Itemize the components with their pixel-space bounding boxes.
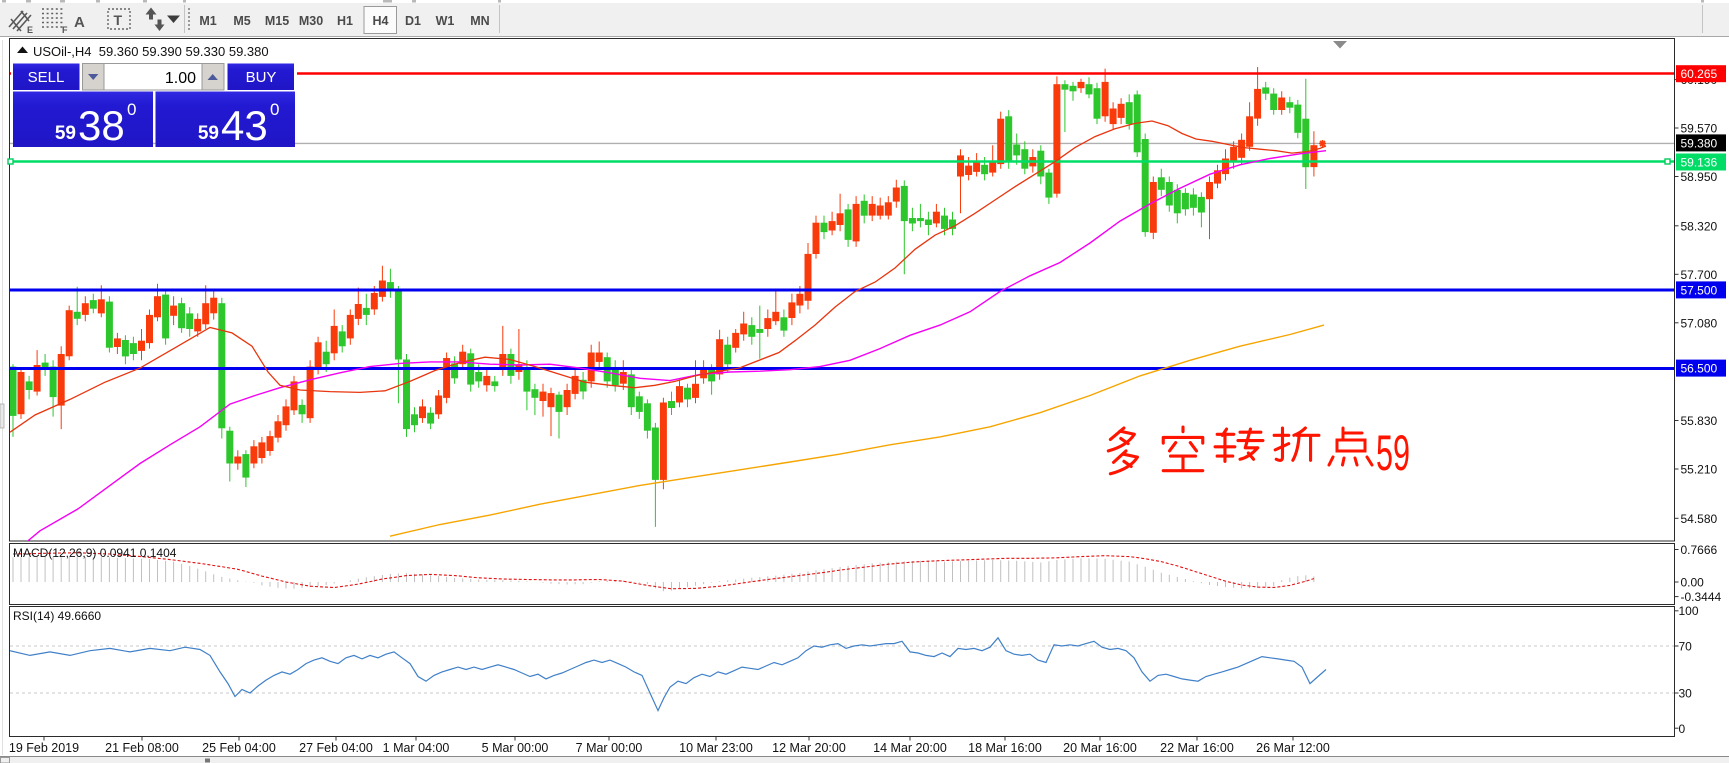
svg-text:A: A	[74, 14, 85, 31]
svg-text:59.570: 59.570	[1681, 122, 1718, 136]
svg-text:57.700: 57.700	[1681, 268, 1718, 282]
svg-text:30: 30	[1679, 687, 1693, 701]
svg-text:H4: H4	[373, 14, 389, 28]
svg-text:0: 0	[1679, 722, 1686, 736]
svg-text:M1: M1	[199, 14, 216, 28]
svg-text:7 Mar 00:00: 7 Mar 00:00	[576, 741, 643, 755]
svg-text:MACD(12,26,9) 0.0941 0.1404: MACD(12,26,9) 0.0941 0.1404	[13, 546, 177, 560]
svg-text:0: 0	[270, 100, 279, 119]
svg-text:59: 59	[198, 123, 219, 144]
svg-text:60.265: 60.265	[1681, 67, 1718, 81]
svg-text:D1: D1	[405, 14, 421, 28]
svg-text:18 Mar 16:00: 18 Mar 16:00	[968, 741, 1042, 755]
svg-text:27 Feb 04:00: 27 Feb 04:00	[299, 741, 373, 755]
svg-text:SELL: SELL	[28, 69, 65, 86]
svg-text:0.7666: 0.7666	[1681, 543, 1718, 557]
svg-text:57.500: 57.500	[1681, 283, 1718, 297]
svg-text:43: 43	[221, 102, 268, 149]
svg-text:H1: H1	[337, 14, 353, 28]
svg-text:70: 70	[1679, 640, 1693, 654]
svg-text:MN: MN	[470, 14, 489, 28]
svg-text:25 Feb 04:00: 25 Feb 04:00	[202, 741, 276, 755]
svg-text:55.830: 55.830	[1681, 414, 1718, 428]
svg-text:10 Mar 23:00: 10 Mar 23:00	[679, 741, 753, 755]
svg-text:BUY: BUY	[246, 69, 277, 86]
svg-text:-0.3444: -0.3444	[1681, 590, 1722, 604]
svg-text:20 Mar 16:00: 20 Mar 16:00	[1063, 741, 1137, 755]
svg-text:59: 59	[55, 123, 76, 144]
svg-text:55.210: 55.210	[1681, 463, 1718, 477]
svg-text:M5: M5	[233, 14, 250, 28]
svg-text:RSI(14) 49.6660: RSI(14) 49.6660	[13, 609, 101, 623]
svg-text:M30: M30	[299, 14, 323, 28]
svg-text:21 Feb 08:00: 21 Feb 08:00	[105, 741, 179, 755]
svg-text:26 Mar 12:00: 26 Mar 12:00	[1256, 741, 1330, 755]
svg-text:14 Mar 20:00: 14 Mar 20:00	[873, 741, 947, 755]
svg-text:1 Mar 04:00: 1 Mar 04:00	[383, 741, 450, 755]
svg-text:W1: W1	[436, 14, 455, 28]
svg-text:57.080: 57.080	[1681, 316, 1718, 330]
svg-text:M15: M15	[265, 14, 289, 28]
svg-text:0.00: 0.00	[1681, 576, 1705, 590]
svg-text:T: T	[114, 12, 123, 28]
svg-text:58.950: 58.950	[1681, 170, 1718, 184]
svg-text:58.320: 58.320	[1681, 219, 1718, 233]
svg-text:59.380: 59.380	[1681, 136, 1718, 150]
svg-text:F: F	[62, 25, 68, 35]
svg-text:22 Mar 16:00: 22 Mar 16:00	[1160, 741, 1234, 755]
svg-text:5 Mar 00:00: 5 Mar 00:00	[482, 741, 549, 755]
svg-text:USOil-,H4 59.360 59.390 59.33: USOil-,H4 59.360 59.390 59.330 59.380	[33, 44, 269, 59]
svg-text:38: 38	[78, 102, 125, 149]
svg-text:E: E	[27, 25, 33, 35]
svg-text:100: 100	[1679, 604, 1699, 618]
svg-text:54.580: 54.580	[1681, 512, 1718, 526]
svg-text:56.500: 56.500	[1681, 362, 1718, 376]
svg-text:59.136: 59.136	[1681, 156, 1718, 170]
svg-text:12 Mar 20:00: 12 Mar 20:00	[772, 741, 846, 755]
svg-text:1.00: 1.00	[165, 70, 196, 87]
svg-text:0: 0	[127, 100, 136, 119]
svg-text:19 Feb 2019: 19 Feb 2019	[9, 741, 79, 755]
svg-text:59: 59	[1376, 425, 1410, 481]
